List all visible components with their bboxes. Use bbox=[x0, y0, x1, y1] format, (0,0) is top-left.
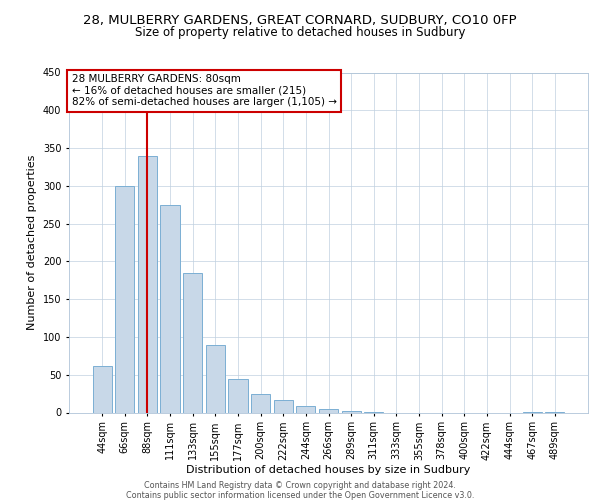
X-axis label: Distribution of detached houses by size in Sudbury: Distribution of detached houses by size … bbox=[187, 465, 470, 475]
Text: Contains public sector information licensed under the Open Government Licence v3: Contains public sector information licen… bbox=[126, 491, 474, 500]
Bar bbox=[138, 156, 157, 412]
Bar bbox=[160, 204, 180, 412]
Text: Contains HM Land Registry data © Crown copyright and database right 2024.: Contains HM Land Registry data © Crown c… bbox=[144, 481, 456, 490]
Bar bbox=[251, 394, 270, 412]
Text: 28, MULBERRY GARDENS, GREAT CORNARD, SUDBURY, CO10 0FP: 28, MULBERRY GARDENS, GREAT CORNARD, SUD… bbox=[83, 14, 517, 27]
Bar bbox=[319, 410, 338, 412]
Bar bbox=[183, 272, 202, 412]
Y-axis label: Number of detached properties: Number of detached properties bbox=[27, 155, 37, 330]
Bar bbox=[296, 406, 316, 412]
Bar bbox=[229, 378, 248, 412]
Bar bbox=[115, 186, 134, 412]
Text: 28 MULBERRY GARDENS: 80sqm
← 16% of detached houses are smaller (215)
82% of sem: 28 MULBERRY GARDENS: 80sqm ← 16% of deta… bbox=[71, 74, 337, 108]
Bar bbox=[206, 344, 225, 412]
Bar bbox=[274, 400, 293, 412]
Text: Size of property relative to detached houses in Sudbury: Size of property relative to detached ho… bbox=[135, 26, 465, 39]
Bar bbox=[341, 411, 361, 412]
Bar bbox=[92, 366, 112, 412]
